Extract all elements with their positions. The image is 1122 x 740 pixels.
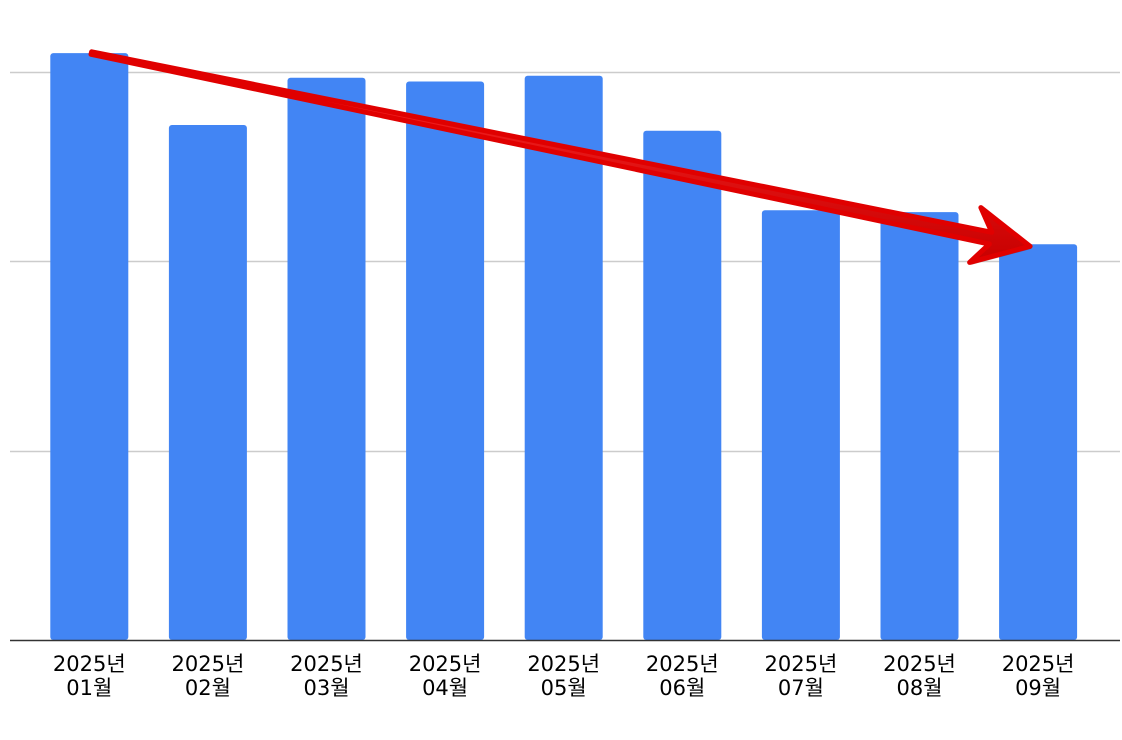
x-tick-label-5: 2025년 05월: [527, 652, 600, 700]
x-tick-label-3: 2025년 03월: [290, 652, 363, 700]
x-tick-label-6: 2025년 06월: [646, 652, 719, 700]
bar-2: [168, 125, 247, 640]
bar-6: [643, 130, 722, 640]
trend-arrow: [88, 49, 1033, 265]
x-tick-label-1: 2025년 01월: [53, 652, 126, 700]
x-tick-label-4: 2025년 04월: [409, 652, 482, 700]
x-tick-labels: 2025년 01월 2025년 02월 2025년 03월 2025년 04월 2025년 05월…: [53, 652, 1075, 700]
bars: [50, 53, 1078, 641]
bar-1: [50, 53, 129, 641]
bar-4: [406, 81, 485, 640]
annotations: [88, 49, 1033, 265]
x-tick-label-9: 2025년 09월: [1002, 652, 1075, 700]
bar-3: [287, 77, 366, 640]
bar-9: [999, 244, 1078, 641]
bar-8: [880, 212, 959, 640]
bar-7: [761, 210, 840, 640]
bar-5: [524, 75, 603, 641]
x-tick-label-7: 2025년 07월: [765, 652, 838, 700]
x-tick-label-8: 2025년 08월: [883, 652, 956, 700]
x-tick-label-2: 2025년 02월: [172, 652, 245, 700]
